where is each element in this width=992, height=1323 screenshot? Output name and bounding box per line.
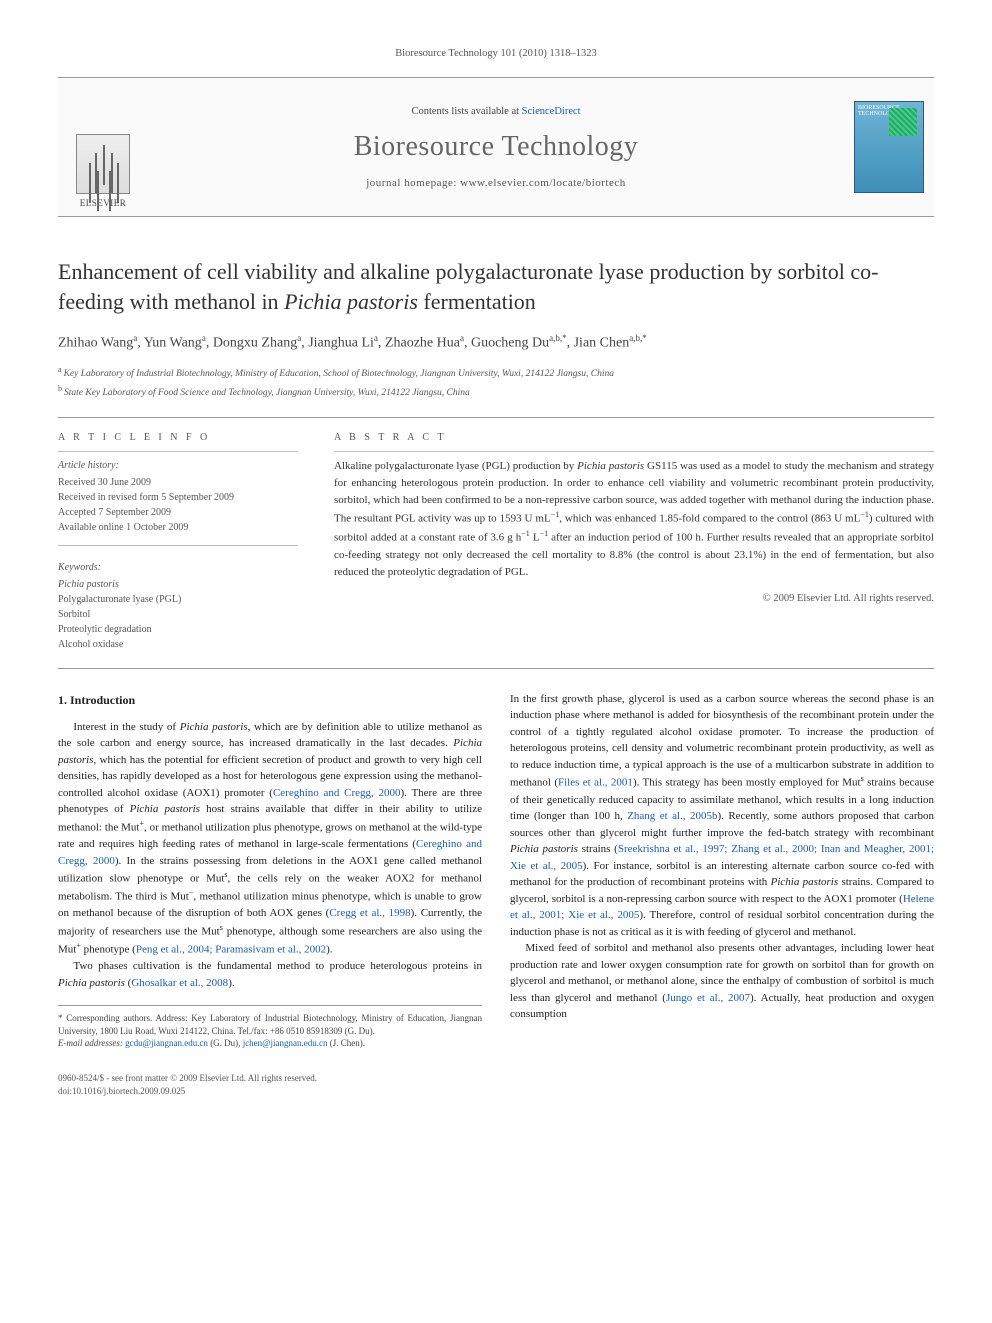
cover-thumb-block: BIORESOURCE TECHNOLOGY <box>844 78 934 216</box>
homepage-url: www.elsevier.com/locate/biortech <box>460 177 626 189</box>
elsevier-tree-icon <box>76 134 130 194</box>
divider <box>58 417 934 418</box>
history-heading: Article history: <box>58 458 298 473</box>
cover-label-bottom: TECHNOLOGY <box>858 111 899 117</box>
affil-text: Key Laboratory of Industrial Biotechnolo… <box>64 369 614 379</box>
contents-prefix: Contents lists available at <box>411 106 521 117</box>
keyword: Pichia pastoris <box>58 577 298 592</box>
journal-masthead: ELSEVIER Contents lists available at Sci… <box>58 77 934 217</box>
front-matter-line: 0960-8524/$ - see front matter © 2009 El… <box>58 1072 934 1085</box>
history-line: Received in revised form 5 September 200… <box>58 490 298 505</box>
divider <box>58 545 298 546</box>
journal-cover-icon: BIORESOURCE TECHNOLOGY <box>854 101 924 193</box>
history-line: Available online 1 October 2009 <box>58 520 298 535</box>
body-paragraph: In the first growth phase, glycerol is u… <box>510 691 934 940</box>
keywords-heading: Keywords: <box>58 560 298 575</box>
keyword: Proteolytic degradation <box>58 622 298 637</box>
info-abstract-row: A R T I C L E I N F O Article history: R… <box>58 430 934 652</box>
running-head: Bioresource Technology 101 (2010) 1318–1… <box>58 48 934 59</box>
body-paragraph: Mixed feed of sorbitol and methanol also… <box>510 940 934 1023</box>
masthead-center: Contents lists available at ScienceDirec… <box>148 78 844 216</box>
section-heading: 1. Introduction <box>58 691 482 709</box>
body-paragraph: Interest in the study of Pichia pastoris… <box>58 719 482 958</box>
journal-homepage: journal homepage: www.elsevier.com/locat… <box>366 177 626 189</box>
divider <box>58 451 298 452</box>
article-info-heading: A R T I C L E I N F O <box>58 430 298 445</box>
email-addresses: gcdu@jiangnan.edu.cn (G. Du), jchen@jian… <box>125 1038 365 1048</box>
body-two-column: 1. Introduction Interest in the study of… <box>58 691 934 1050</box>
publisher-block: ELSEVIER <box>58 78 148 216</box>
history-line: Accepted 7 September 2009 <box>58 505 298 520</box>
abstract-heading: A B S T R A C T <box>334 430 934 446</box>
corresponding-author-note: * Corresponding authors. Address: Key La… <box>58 1012 482 1037</box>
doi-line: doi:10.1016/j.biortech.2009.09.025 <box>58 1085 934 1098</box>
article-title: Enhancement of cell viability and alkali… <box>58 257 934 316</box>
bottom-meta: 0960-8524/$ - see front matter © 2009 El… <box>58 1072 934 1097</box>
affil-marker: b <box>58 384 62 393</box>
affiliation-a: aKey Laboratory of Industrial Biotechnol… <box>58 364 934 381</box>
keyword: Alcohol oxidase <box>58 637 298 652</box>
abstract-copyright: © 2009 Elsevier Ltd. All rights reserved… <box>334 591 934 607</box>
footnotes-block: * Corresponding authors. Address: Key La… <box>58 1005 482 1050</box>
email-line: E-mail addresses: gcdu@jiangnan.edu.cn (… <box>58 1037 482 1050</box>
affil-text: State Key Laboratory of Food Science and… <box>64 389 470 399</box>
journal-title: Bioresource Technology <box>354 131 639 163</box>
homepage-prefix: journal homepage: <box>366 177 460 189</box>
affil-marker: a <box>58 365 62 374</box>
affiliation-b: bState Key Laboratory of Food Science an… <box>58 383 934 400</box>
keyword: Sorbitol <box>58 607 298 622</box>
keyword: Polygalacturonate lyase (PGL) <box>58 592 298 607</box>
body-paragraph: Two phases cultivation is the fundamenta… <box>58 958 482 991</box>
sciencedirect-link[interactable]: ScienceDirect <box>522 106 581 117</box>
abstract-column: A B S T R A C T Alkaline polygalacturona… <box>334 430 934 652</box>
publisher-name: ELSEVIER <box>80 198 127 208</box>
history-line: Received 30 June 2009 <box>58 475 298 490</box>
divider <box>334 451 934 452</box>
divider <box>58 668 934 669</box>
article-info-column: A R T I C L E I N F O Article history: R… <box>58 430 298 652</box>
contents-line: Contents lists available at ScienceDirec… <box>411 106 580 117</box>
author-list: Zhihao Wanga, Yun Wanga, Dongxu Zhanga, … <box>58 332 934 354</box>
abstract-body: Alkaline polygalacturonate lyase (PGL) p… <box>334 458 934 581</box>
email-label: E-mail addresses: <box>58 1038 123 1048</box>
